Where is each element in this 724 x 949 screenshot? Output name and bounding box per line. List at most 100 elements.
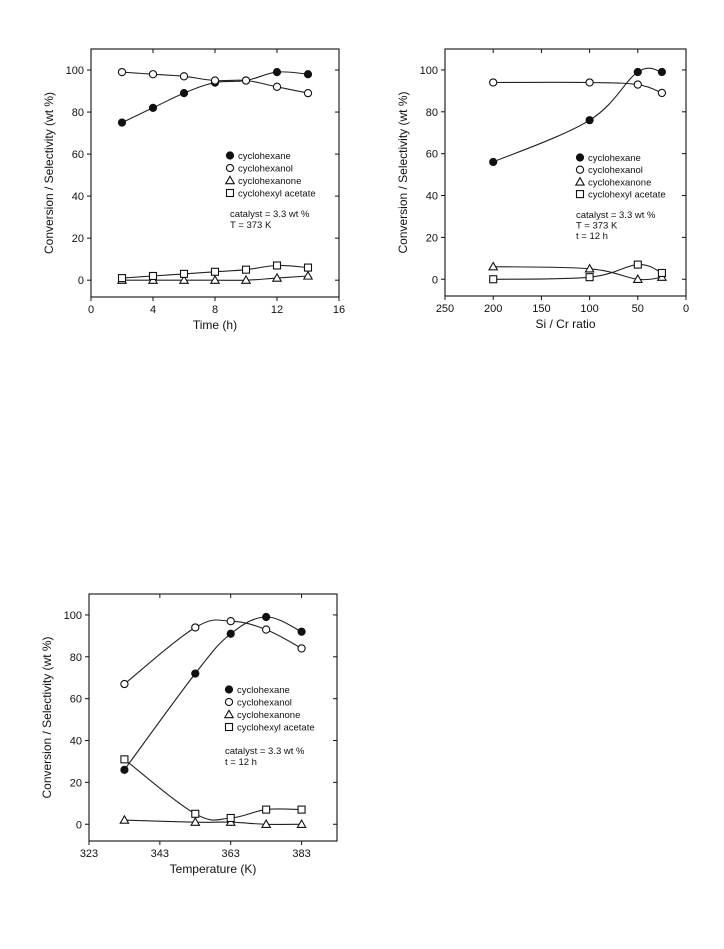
data-point-cyclohexyl-acetate <box>117 274 127 283</box>
data-point-cyclohexyl-acetate <box>262 805 271 814</box>
annotation-text: T = 373 K <box>230 220 272 231</box>
data-point-cyclohexane <box>117 118 127 127</box>
x-tick-label: 12 <box>271 304 283 316</box>
data-point-cyclohexanol <box>120 679 129 689</box>
legend-marker <box>224 685 234 694</box>
y-tick-label: 40 <box>426 191 438 203</box>
x-tick-label: 4 <box>150 304 156 316</box>
legend-marker <box>224 697 234 707</box>
series-line-cyclohexanol <box>493 81 663 94</box>
x-axis-title: Time (h) <box>193 318 237 332</box>
data-point-cyclohexanone <box>296 818 307 828</box>
legend-label: cyclohexyl acetate <box>237 723 315 734</box>
legend-marker <box>575 190 585 199</box>
data-point-cyclohexane <box>585 116 594 125</box>
legend-label: cyclohexyl acetate <box>588 190 666 201</box>
y-tick-label: 0 <box>78 275 84 287</box>
y-tick-label: 100 <box>420 65 438 77</box>
data-point-cyclohexanone <box>488 261 499 271</box>
legend-label: cyclohexanone <box>238 176 301 187</box>
legend-label: cyclohexanol <box>237 698 292 709</box>
annotation-text: catalyst = 3.3 wt % <box>230 209 310 220</box>
data-point-cyclohexanone <box>632 273 643 283</box>
series-line-cyclohexyl-acetate <box>124 758 302 821</box>
y-tick-label: 80 <box>70 652 82 664</box>
y-tick-label: 20 <box>70 777 82 789</box>
data-point-cyclohexanone <box>209 274 221 284</box>
data-point-cyclohexanol <box>261 625 271 634</box>
chart-panel-ratio: 250 200 150 100 50 0 0 20 40 60 80 100 Si / Cr ratio… <box>396 48 689 331</box>
y-tick-label: 40 <box>70 736 82 748</box>
data-point-cyclohexanol <box>117 67 127 77</box>
data-point-cyclohexanone <box>119 814 130 824</box>
data-point-cyclohexanone <box>584 263 595 273</box>
data-point-cyclohexyl-acetate <box>191 809 200 818</box>
data-point-cyclohexane <box>148 103 158 112</box>
x-tick-label: 16 <box>333 304 345 316</box>
series-line-cyclohexane <box>492 67 662 163</box>
data-point-cyclohexanol <box>241 76 251 85</box>
legend-marker <box>575 165 585 174</box>
plot-frame <box>444 48 687 297</box>
data-point-cyclohexyl-acetate <box>489 275 498 284</box>
annotation-text: t = 12 h <box>225 757 257 768</box>
annotation-text: T = 373 K <box>576 221 618 232</box>
data-point-cyclohexanol <box>179 72 189 81</box>
annotation-text: t = 12 h <box>576 231 608 242</box>
data-point-cyclohexanol <box>191 623 200 632</box>
y-tick-label: 100 <box>66 65 84 77</box>
legend-label: cyclohexane <box>237 685 290 696</box>
data-point-cyclohexanol <box>148 70 158 79</box>
legend-label: cyclohexanone <box>588 177 651 188</box>
x-tick-label: 343 <box>151 848 169 860</box>
data-point-cyclohexanol <box>489 78 498 87</box>
legend-marker <box>575 153 585 162</box>
legend-label: cyclohexane <box>238 151 291 162</box>
y-tick-label: 20 <box>72 233 84 245</box>
data-point-cyclohexanone <box>260 818 272 828</box>
data-point-cyclohexane <box>272 68 282 77</box>
chart-panel-time: 0 4 8 12 16 0 20 40 60 80 100 Time (h) Conversion / … <box>42 48 345 332</box>
legend-label: cyclohexanol <box>588 165 643 176</box>
x-tick-label: 200 <box>484 303 502 315</box>
data-point-cyclohexane <box>489 157 498 167</box>
data-point-cyclohexanone <box>190 816 201 826</box>
x-tick-label: 50 <box>632 303 644 315</box>
data-point-cyclohexanol <box>633 80 642 89</box>
x-tick-label: 150 <box>532 303 550 315</box>
data-point-cyclohexyl-acetate <box>241 265 251 274</box>
x-axis-title: Temperature (K) <box>170 862 257 876</box>
data-point-cyclohexyl-acetate <box>179 269 189 278</box>
y-tick-label: 20 <box>426 232 438 244</box>
x-axis-title: Si / Cr ratio <box>535 317 595 331</box>
y-axis-title: Conversion / Selectivity (wt %) <box>40 636 54 798</box>
annotation-text: catalyst = 3.3 wt % <box>225 746 305 757</box>
x-tick-label: 383 <box>292 848 310 860</box>
legend-label: cyclohexanone <box>237 710 300 721</box>
x-tick-label: 100 <box>580 303 598 315</box>
data-point-cyclohexanone <box>271 272 283 282</box>
legend-label: cyclohexane <box>588 153 641 164</box>
annotation-text: catalyst = 3.3 wt % <box>576 210 656 221</box>
data-point-cyclohexane <box>191 669 200 678</box>
data-point-cyclohexanol <box>657 88 667 98</box>
legend-marker <box>225 163 235 173</box>
data-point-cyclohexane <box>303 70 313 79</box>
y-tick-label: 100 <box>64 610 82 622</box>
legend-label: cyclohexanol <box>238 164 293 175</box>
data-point-cyclohexyl-acetate <box>657 268 666 278</box>
data-point-cyclohexyl-acetate <box>148 271 158 281</box>
legend-marker <box>225 188 235 198</box>
chart-panel-temperature: 323 343 363 383 0 20 40 60 80 100 Temperature (K) C… <box>40 593 338 876</box>
y-tick-label: 0 <box>76 819 82 831</box>
y-tick-label: 0 <box>432 274 438 286</box>
legend-marker <box>223 709 235 719</box>
y-tick-label: 80 <box>72 107 84 119</box>
legend-marker <box>225 151 235 160</box>
x-tick-label: 363 <box>222 848 240 860</box>
legend-marker <box>224 722 234 732</box>
data-point-cyclohexyl-acetate <box>272 261 282 270</box>
